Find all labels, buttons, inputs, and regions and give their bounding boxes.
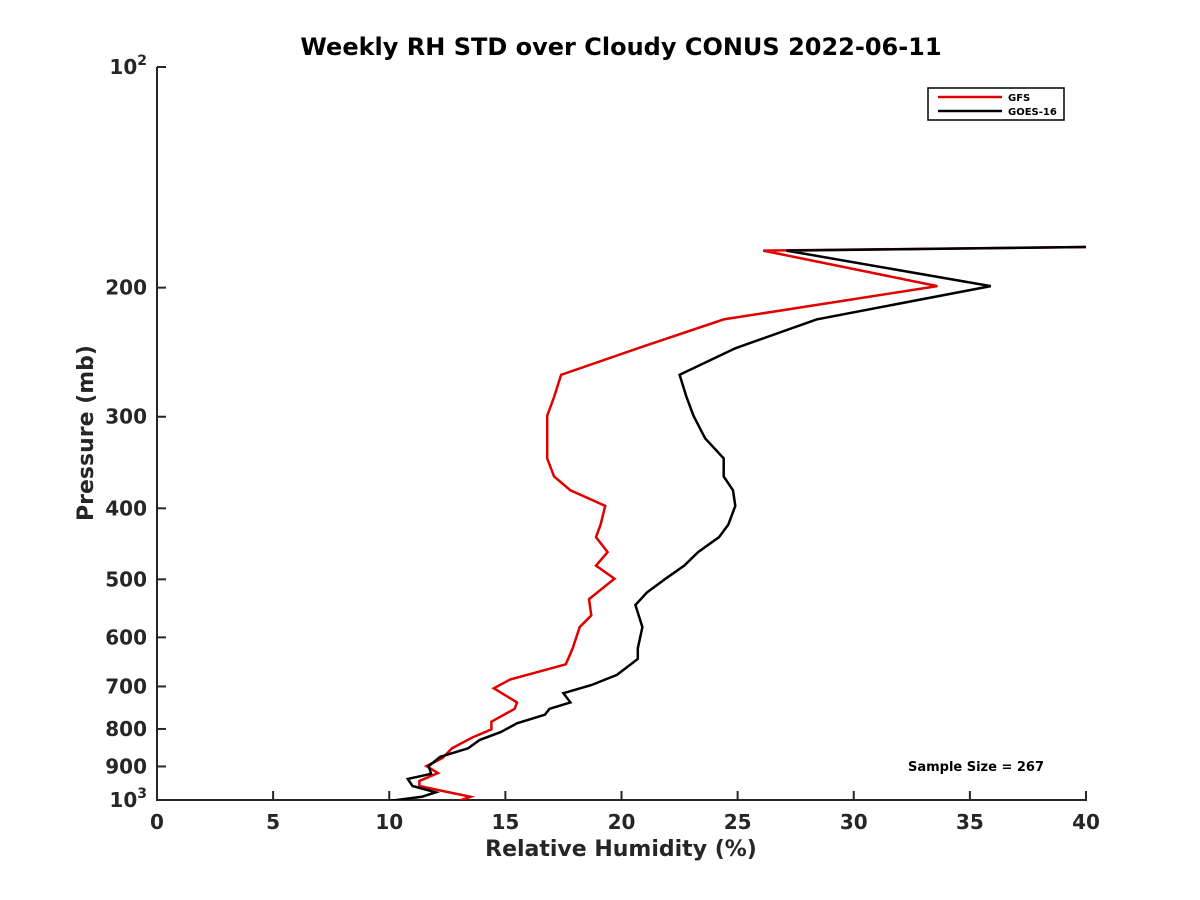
legend-box xyxy=(927,87,1065,121)
y-tick-label: 900 xyxy=(105,754,147,778)
x-tick-label: 0 xyxy=(150,810,164,834)
legend: GFS GOES-16 xyxy=(927,87,1065,121)
series-line-gfs xyxy=(418,245,1087,800)
x-tick-label: 20 xyxy=(608,810,636,834)
y-tick-base: 10 xyxy=(109,55,137,79)
y-tick-label: 300 xyxy=(105,405,147,429)
y-axis-label: Pressure (mb) xyxy=(74,345,99,521)
x-tick-label: 40 xyxy=(1072,810,1100,834)
y-tick-label: 103 xyxy=(109,786,147,812)
y-tick-label: 102 xyxy=(109,53,147,79)
sample-size-annotation: Sample Size = 267 xyxy=(908,760,1044,775)
x-axis-label: Relative Humidity (%) xyxy=(485,837,757,862)
legend-label-gfs: GFS xyxy=(1008,93,1030,104)
x-tick-label: 25 xyxy=(724,810,752,834)
series-layer xyxy=(387,245,1087,800)
x-tick-label: 30 xyxy=(840,810,868,834)
y-tick-label: 500 xyxy=(105,567,147,591)
x-tick-label: 15 xyxy=(491,810,519,834)
y-tick-label: 700 xyxy=(105,674,147,698)
y-tick-label: 400 xyxy=(105,496,147,520)
y-tick-base: 10 xyxy=(109,788,137,812)
x-axis-ticks: 0 5 10 15 20 25 30 35 40 xyxy=(150,791,1100,834)
x-tick-label: 5 xyxy=(266,810,280,834)
chart-title: Weekly RH STD over Cloudy CONUS 2022-06-… xyxy=(300,33,941,61)
series-line-goes16 xyxy=(387,245,1087,800)
legend-label-goes16: GOES-16 xyxy=(1008,107,1057,118)
y-tick-exponent: 2 xyxy=(137,53,147,69)
y-tick-exponent: 3 xyxy=(137,786,147,802)
x-tick-label: 35 xyxy=(956,810,984,834)
y-tick-label: 600 xyxy=(105,625,147,649)
x-tick-label: 10 xyxy=(375,810,403,834)
y-tick-label: 200 xyxy=(105,276,147,300)
series-group xyxy=(387,245,1087,800)
y-tick-label: 800 xyxy=(105,717,147,741)
